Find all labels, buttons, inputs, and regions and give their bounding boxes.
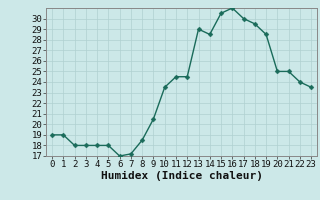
X-axis label: Humidex (Indice chaleur): Humidex (Indice chaleur) xyxy=(100,171,263,181)
